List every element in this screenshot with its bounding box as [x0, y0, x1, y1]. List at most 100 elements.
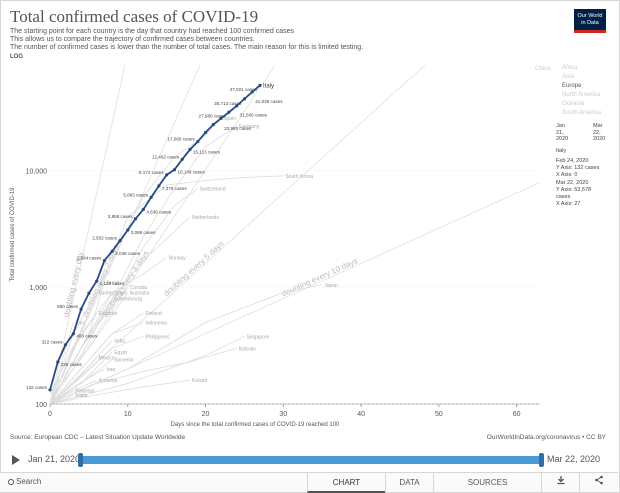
data-point-italy: [149, 195, 153, 199]
data-point-italy: [250, 90, 254, 94]
search-button[interactable]: Search: [8, 477, 41, 486]
series-label-australia: Australia: [130, 291, 150, 297]
search-label: Search: [16, 477, 42, 486]
data-point-italy: [235, 104, 239, 108]
tab-sources[interactable]: SOURCES: [433, 473, 541, 493]
series-label-philippines: Philippines: [145, 334, 170, 340]
series-line-mexico: [49, 357, 97, 405]
data-point-italy: [110, 249, 114, 253]
x-tick-label: 40: [357, 411, 365, 418]
x-tick-label: 20: [202, 411, 210, 418]
data-label: 2,502 cases: [92, 236, 117, 241]
y-tick-label: 10,000: [26, 168, 48, 175]
download-icon: [557, 476, 564, 485]
series-label-switzerland: Switzerland: [200, 187, 226, 193]
data-point-italy: [227, 110, 231, 114]
timeline-start-handle[interactable]: [78, 453, 83, 467]
series-line-pakistan: [49, 390, 74, 405]
series-label-slovenia: Slovenia: [114, 358, 133, 364]
data-point-italy: [141, 207, 145, 212]
timeline-track[interactable]: [80, 456, 542, 464]
series-label-netherlands: Netherlands: [192, 215, 219, 221]
panel-x-1: X Axis: 0: [556, 172, 578, 178]
series-line-india: [49, 340, 113, 405]
data-point-italy: [219, 116, 223, 120]
data-point-italy: [157, 184, 161, 188]
series-line-ecuador: [49, 312, 97, 405]
data-point-italy: [95, 279, 99, 283]
x-tick-label: 0: [48, 411, 52, 418]
series-label-turkey: Turkey: [99, 291, 115, 297]
reference-line-3: [49, 64, 276, 405]
source-note[interactable]: Source: European CDC – Latest Situation …: [10, 434, 186, 441]
log-scale-toggle[interactable]: LOG: [10, 54, 23, 60]
series-line-south-korea: [49, 175, 284, 405]
data-label: 15,113 cases: [193, 150, 221, 155]
series-label-kuwait: Kuwait: [192, 378, 208, 384]
tab-data[interactable]: DATA: [385, 473, 433, 493]
legend-south-america[interactable]: South America: [562, 110, 602, 116]
legend-asia[interactable]: Asia: [562, 74, 574, 80]
reference-line-10: [49, 182, 541, 405]
y-tick-label: 100: [35, 402, 47, 409]
reference-line-5: [49, 64, 426, 405]
owid-logo[interactable]: Our World in Data: [574, 9, 606, 33]
series-line-luxembourg: [49, 298, 113, 405]
data-label: 650 cases: [57, 304, 79, 309]
legend-china[interactable]: China: [535, 66, 551, 72]
share-button[interactable]: [579, 473, 618, 493]
data-label: 229 cases: [61, 362, 83, 367]
series-label-india: India: [114, 338, 125, 344]
series-line-kuwait: [49, 379, 191, 405]
y-tick-label: 1,000: [29, 285, 47, 292]
data-point-italy: [87, 291, 91, 295]
legend-oceania[interactable]: Oceania: [562, 101, 585, 107]
timeline: Jan 21, 2020 Mar 22, 2020: [0, 447, 618, 471]
data-label: 47,021 cases: [230, 87, 258, 92]
panel-x-2: X Axis: 27: [556, 201, 581, 207]
legend-north-america[interactable]: North America: [562, 92, 601, 98]
data-point-italy: [102, 258, 107, 263]
series-label-brazil: Brazil: [106, 280, 119, 286]
series-label-bahrain: Bahrain: [239, 346, 256, 352]
series-line-japan: [49, 284, 323, 405]
data-label: 2,036 cases: [115, 251, 140, 256]
series-label-iran: Iran: [75, 320, 84, 326]
panel-date-2: Mar 22, 2020: [556, 180, 589, 186]
download-button[interactable]: [541, 473, 579, 493]
subtitle-line-2: This allows us to compare the trajectory…: [10, 36, 255, 43]
data-point-italy: [63, 343, 68, 347]
series-line-italy: [49, 84, 261, 391]
timeline-end-handle[interactable]: [539, 453, 544, 467]
panel-date-1: Feb 24, 2020: [556, 158, 589, 164]
data-point-italy: [172, 168, 177, 172]
series-line-singapore: [49, 335, 245, 405]
series-line-slovenia: [49, 359, 113, 405]
subtitle-line-1: The starting point for each country is t…: [10, 28, 295, 35]
logo-line-2: in Data: [581, 19, 599, 26]
data-point-italy: [242, 97, 247, 101]
series-label-germany: Germany: [239, 124, 260, 130]
series-label-mexico: Mexico: [99, 356, 115, 362]
tab-chart[interactable]: CHART: [307, 473, 385, 493]
data-label: 1,694 cases: [77, 255, 102, 260]
play-icon[interactable]: [12, 455, 20, 465]
x-tick-label: 50: [435, 411, 443, 418]
bottom-toolbar: Search CHART DATA SOURCES: [0, 472, 618, 493]
x-tick-label: 30: [279, 411, 287, 418]
data-point-italy: [203, 130, 208, 135]
data-label: 3,089 cases: [131, 230, 156, 235]
panel-y-1: Y Axis: 132 cases: [556, 165, 600, 171]
series-end-label-italy: Italy: [263, 83, 274, 89]
range-end-label: Mar 22, 2020: [593, 123, 606, 142]
data-label: 132 cases: [26, 385, 48, 390]
x-tick-label: 60: [513, 411, 521, 418]
legend-africa[interactable]: Africa: [562, 65, 578, 71]
legend-europe[interactable]: Europe: [562, 83, 582, 89]
series-label-iraq: Iraq: [106, 367, 115, 373]
series-label-norway: Norway: [169, 255, 186, 261]
data-label: 31,506 cases: [240, 112, 268, 117]
credit-note[interactable]: OurWorldInData.org/coronavirus • CC BY: [486, 434, 606, 441]
share-icon: [595, 475, 603, 485]
timeline-start-label: Jan 21, 2020: [28, 454, 81, 464]
